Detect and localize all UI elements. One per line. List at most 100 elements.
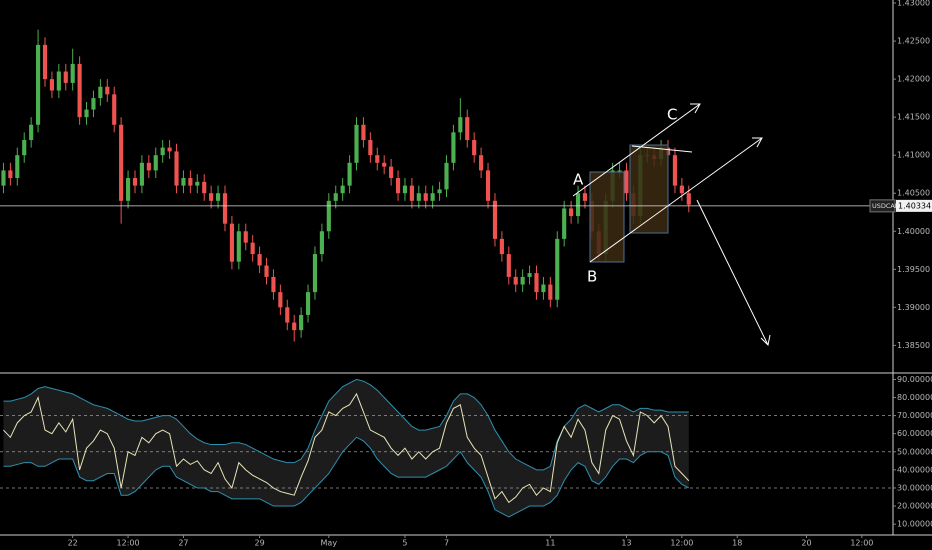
candle-body (139, 162, 144, 186)
candle-body (499, 238, 504, 255)
candle-body (541, 284, 546, 293)
candle-body (402, 185, 408, 194)
projection-arrow (696, 199, 769, 346)
candle-body (70, 63, 75, 83)
channel-line (589, 137, 763, 263)
candle-body (340, 185, 345, 194)
symbol-tag (869, 199, 896, 213)
y-tick-label: 1.41500 (897, 113, 930, 122)
y-tick-label: 1.42000 (897, 75, 930, 84)
candle-body (506, 254, 511, 277)
y-tick-label: 1.39000 (897, 303, 930, 312)
candle-body (1, 170, 6, 186)
candle-body (444, 162, 449, 190)
y-tick-label: 70.00000 (897, 411, 932, 420)
candle-body (312, 254, 318, 293)
y-tick-label: 1.38500 (897, 341, 930, 350)
candle-body (326, 200, 331, 232)
candle-body (119, 124, 124, 201)
candle-body (513, 276, 518, 285)
y-tick-label: 1.41000 (897, 151, 930, 160)
candle-body (465, 117, 470, 140)
candle-body (243, 231, 248, 243)
candle-body (672, 155, 678, 186)
candle-body (215, 193, 221, 201)
candle-body (125, 178, 131, 201)
x-tick-label: 29 (254, 539, 264, 548)
candle-body (375, 155, 380, 163)
candle-body (437, 189, 442, 194)
candle-body (319, 231, 324, 255)
candle-body (250, 242, 255, 255)
channel-line (572, 103, 701, 197)
candle-body (389, 166, 394, 179)
candle-body (56, 71, 61, 91)
candle-body (492, 200, 498, 239)
candle-body (624, 170, 629, 194)
candle-body (479, 155, 484, 171)
candle-body (485, 170, 491, 201)
x-tick-label: 22 (68, 539, 78, 548)
candle-body (354, 124, 359, 163)
candle-body (679, 185, 684, 194)
candle-body (63, 71, 68, 83)
candle-body (188, 178, 193, 186)
y-tick-label: 40.00000 (897, 465, 932, 474)
y-tick-label: 1.42500 (897, 37, 930, 46)
candle-body (617, 170, 622, 172)
candle-body (409, 185, 414, 201)
candle-body (167, 147, 172, 152)
candle-body (368, 139, 373, 156)
candle-body (458, 117, 463, 133)
candle-body (105, 86, 110, 95)
candle-body (174, 151, 179, 186)
x-tick-label: May (321, 539, 338, 548)
candle-body (575, 193, 581, 217)
candle-body (209, 193, 214, 201)
x-tick-label: 11 (545, 539, 555, 548)
x-tick-label: 7 (444, 539, 449, 548)
range-box (629, 144, 669, 234)
candle-body (264, 265, 269, 277)
candle-body (423, 193, 428, 201)
candle-body (77, 63, 82, 118)
candle-body (548, 284, 553, 300)
y-tick-label: 1.39500 (897, 265, 930, 274)
candle-body (181, 178, 186, 186)
candle-body (430, 193, 435, 201)
last-price-label: 1.40334 (898, 201, 931, 210)
candle-body (15, 155, 20, 179)
y-tick-label: 20.00000 (897, 502, 932, 511)
candle-body (271, 276, 276, 293)
candle-body (49, 79, 54, 91)
y-tick-label: 1.40500 (897, 189, 930, 198)
candle-body (569, 208, 574, 217)
candle-body (146, 162, 151, 171)
candle-body (582, 193, 588, 201)
annotation-label: A (573, 171, 584, 189)
arrow-head (690, 103, 701, 114)
y-tick-label: 1.40000 (897, 227, 930, 236)
candle-body (112, 94, 117, 125)
candle-body (451, 132, 456, 163)
candle-body (382, 162, 387, 167)
y-tick-label: 50.00000 (897, 447, 932, 456)
x-tick-label: 12:00 (117, 539, 140, 548)
candle-body (160, 147, 165, 156)
trend-line (631, 145, 693, 153)
candle-body (555, 238, 560, 300)
candle-body (132, 178, 138, 186)
x-tick-label: 13 (621, 539, 631, 548)
candle-body (305, 292, 311, 315)
candle-body (222, 193, 228, 224)
indicator-line (3, 392, 690, 504)
annotation-label: C (667, 106, 677, 124)
candle-body (333, 193, 338, 201)
y-tick-label: 1.43000 (897, 0, 930, 8)
candle-body (195, 181, 200, 186)
candle-body (98, 86, 103, 99)
x-tick-label: 12:00 (850, 539, 873, 548)
candle-body (91, 98, 96, 110)
x-tick-label: 20 (801, 539, 811, 548)
annotation-label: B (587, 268, 597, 286)
